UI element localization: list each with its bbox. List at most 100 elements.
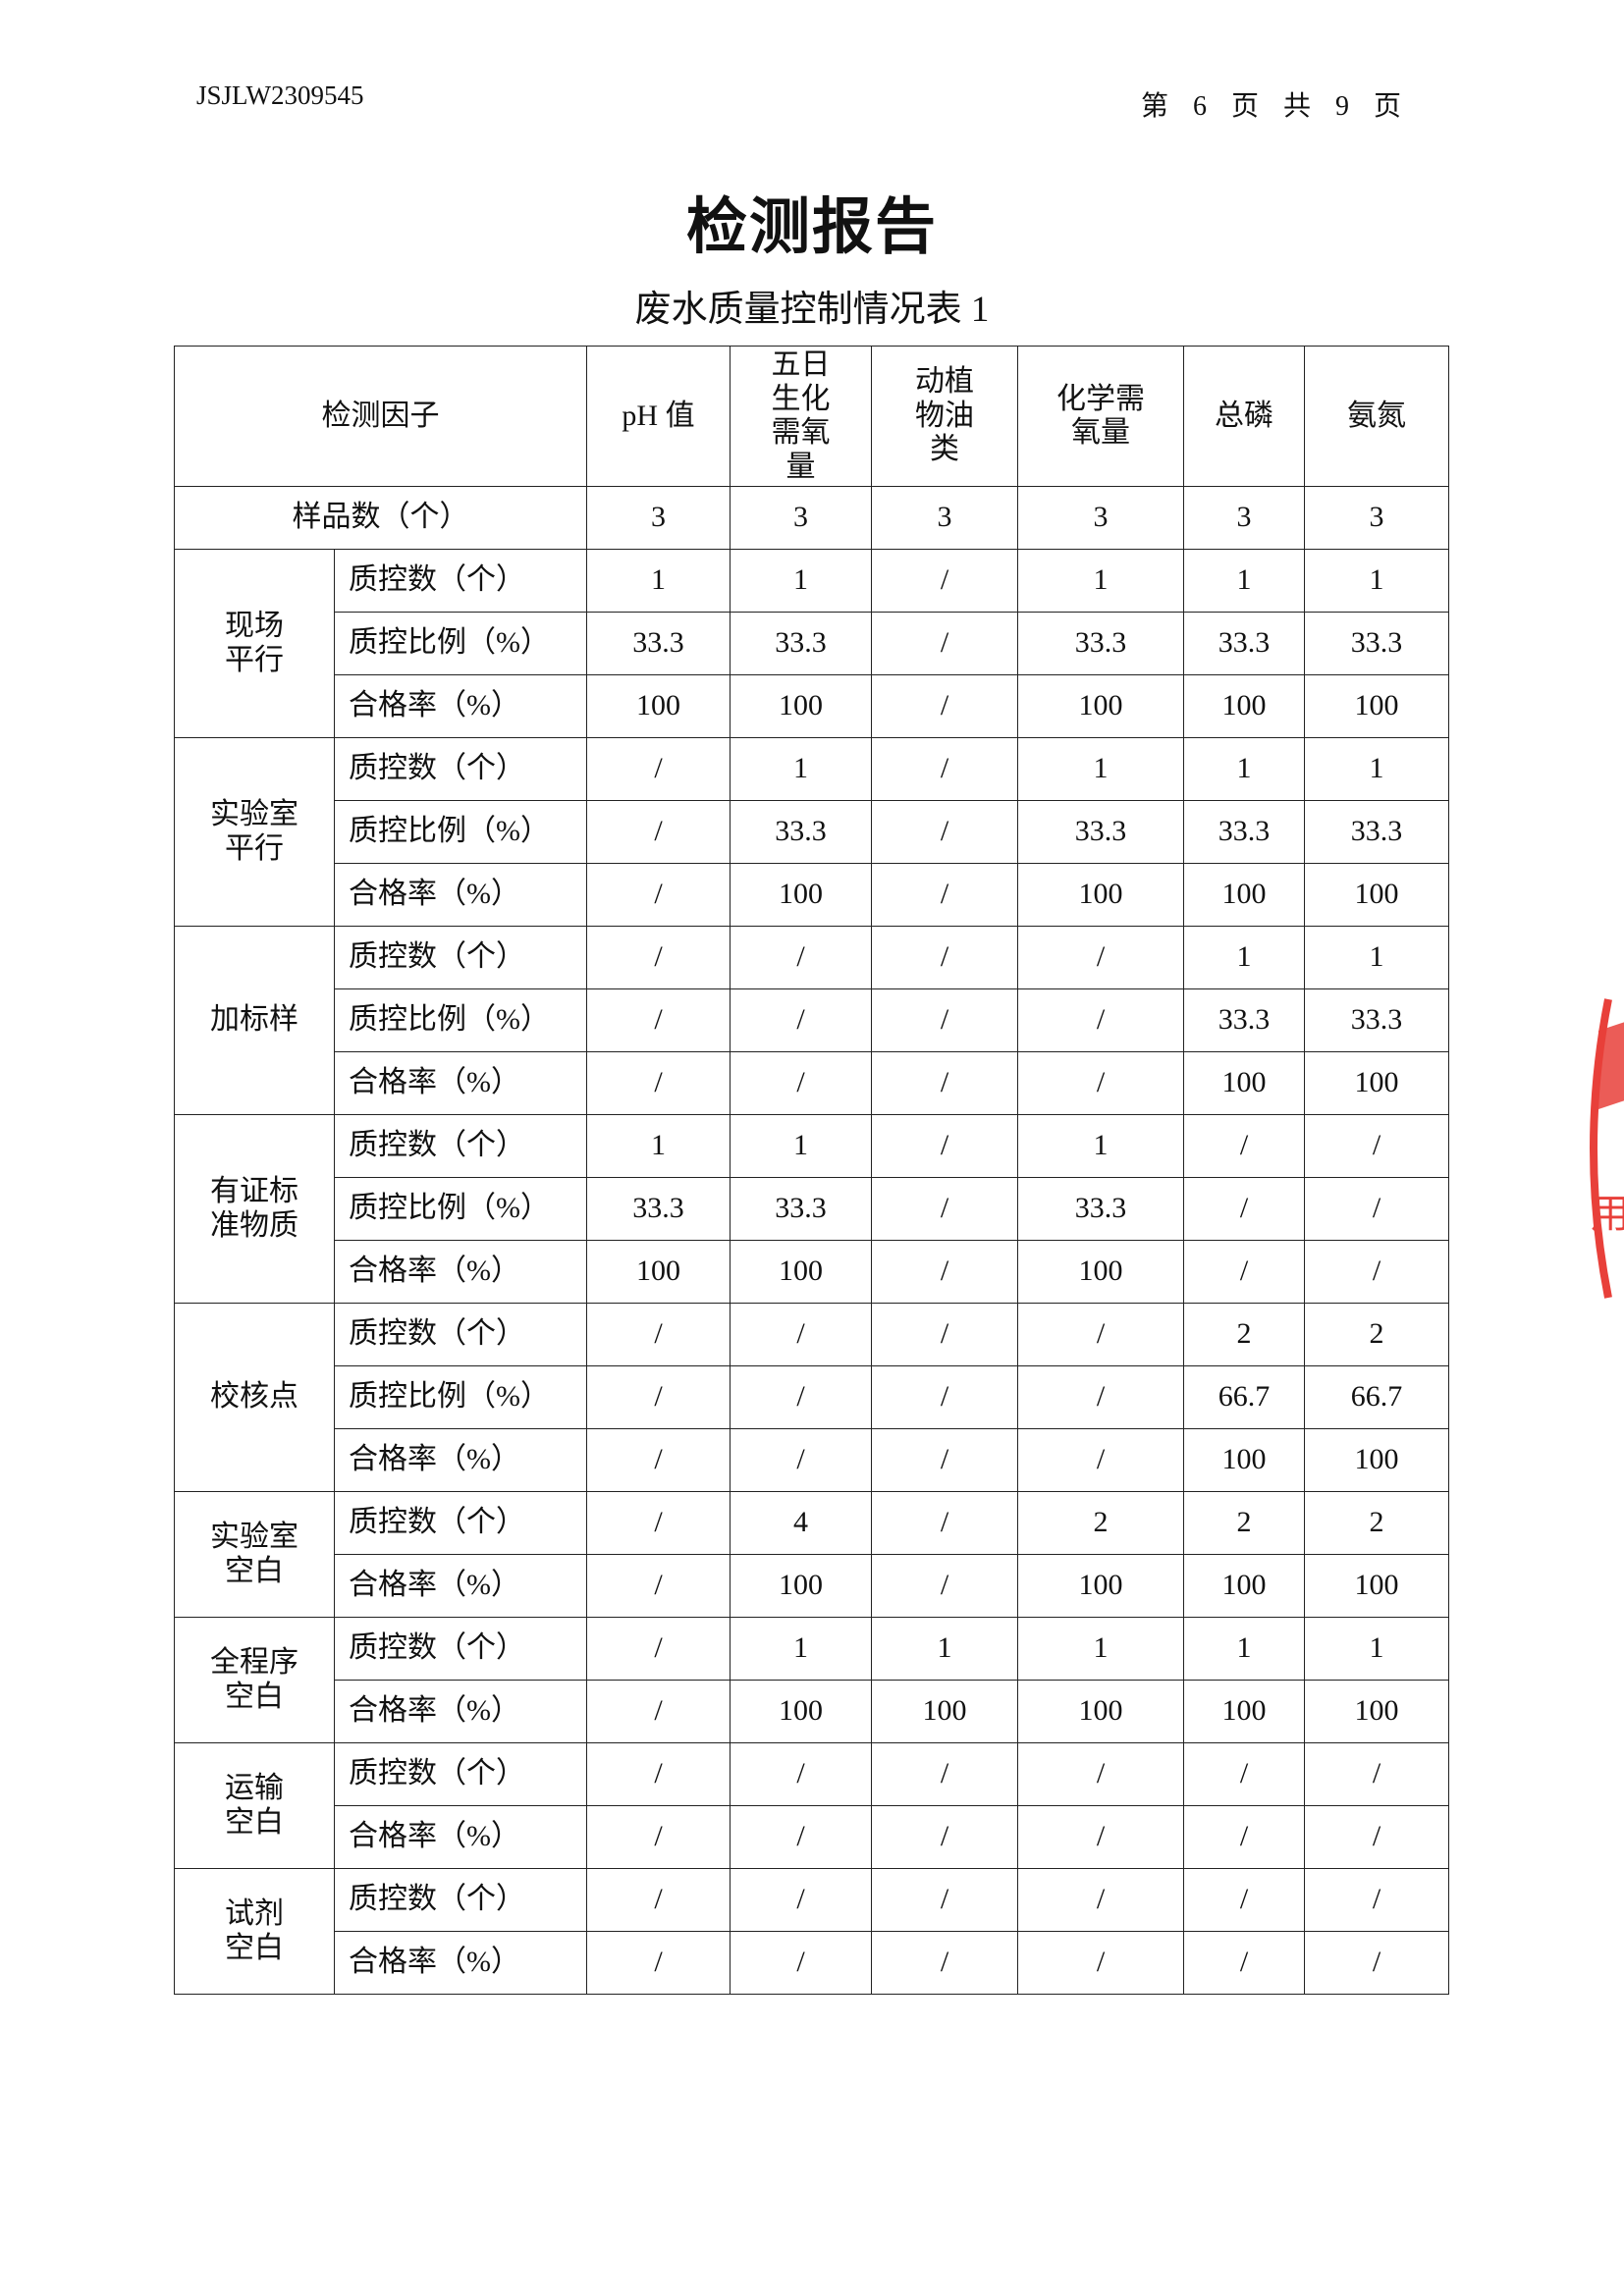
cell: / <box>1304 1177 1449 1241</box>
table-row: 合格率（%） 100 100/100 100 100 <box>175 674 1449 738</box>
cell: 100 <box>1304 1051 1449 1115</box>
cell: 1 <box>730 737 872 801</box>
cell: 1 <box>586 549 731 613</box>
row-label: 合格率（%） <box>334 1428 587 1492</box>
cell: / <box>586 1051 731 1115</box>
official-stamp: 用 <box>1589 991 1624 1306</box>
table-row: 校核点 质控数（个） / / //2 2 <box>174 1303 1449 1492</box>
cell: / <box>1017 1868 1184 1932</box>
corner-header: 检测因子 <box>174 346 587 487</box>
cell: 100 <box>1183 1428 1305 1492</box>
group-label: 有证标 准物质 <box>174 1114 335 1304</box>
cell: / <box>1304 1742 1449 1806</box>
cell: 1 <box>730 549 872 613</box>
row-label: 合格率（%） <box>334 1240 587 1304</box>
cell: 100 <box>1304 1554 1449 1618</box>
cell: / <box>871 1365 1018 1429</box>
cell: / <box>1017 1365 1184 1429</box>
cell: 33.3 <box>586 612 731 675</box>
row-label: 质控数（个） <box>334 926 587 989</box>
cell: 66.7 <box>1183 1365 1305 1429</box>
row-label: 质控数（个） <box>334 1114 587 1178</box>
cell: / <box>1017 1742 1184 1806</box>
table-row: 试剂 空白 质控数（个） / / / / / / <box>174 1868 1449 1995</box>
column-header: 化学需 氧量 <box>1017 346 1184 487</box>
cell: 1 <box>1304 549 1449 613</box>
cell: 33.3 <box>730 612 872 675</box>
cell: 1 <box>1017 1617 1184 1681</box>
cell: / <box>1304 1931 1449 1995</box>
cell: / <box>871 737 1018 801</box>
cell: 100 <box>1304 863 1449 927</box>
cell: / <box>871 1805 1018 1869</box>
row-label: 合格率（%） <box>334 1680 587 1743</box>
cell: / <box>730 1365 872 1429</box>
cell: / <box>1183 1805 1305 1869</box>
cell: / <box>586 1365 731 1429</box>
header-row: 检测因子 pH 值五日 生化 需氧 量动植 物油 类化学需 氧量 总磷 氨氮 <box>174 346 1449 487</box>
cell: / <box>730 1051 872 1115</box>
cell: 33.3 <box>1304 612 1449 675</box>
cell: / <box>1304 1868 1449 1932</box>
cell: 1 <box>1017 737 1184 801</box>
table-row: 现场 平行 质控数（个） 1 1/1 1 1 <box>174 549 1449 738</box>
cell: 1 <box>1183 549 1305 613</box>
cell: / <box>730 1742 872 1806</box>
column-header: 总磷 <box>1183 346 1305 487</box>
cell: 1 <box>1183 926 1305 989</box>
cell: 100 <box>1304 1428 1449 1492</box>
table-row: 实验室 平行 质控数（个）/1/1 1 1 <box>174 737 1449 927</box>
cell: / <box>1304 1240 1449 1304</box>
cell: / <box>730 926 872 989</box>
table-row: 运输 空白 质控数（个） / / / / / / <box>174 1742 1449 1869</box>
cell: / <box>730 1931 872 1995</box>
cell: / <box>586 800 731 864</box>
row-label: 质控数（个） <box>334 1868 587 1932</box>
table-row: 合格率（%）/100/100 100 100 <box>175 1554 1449 1618</box>
cell: / <box>586 1805 731 1869</box>
qc-table: 检测因子 pH 值五日 生化 需氧 量动植 物油 类化学需 氧量 总磷 氨氮 样品数（个… <box>174 346 1449 1995</box>
column-header: 氨氮 <box>1304 346 1449 487</box>
row-label: 质控数（个） <box>334 1491 587 1555</box>
cell: / <box>586 1617 731 1681</box>
cell: 100 <box>1304 674 1449 738</box>
table-row: 有证标 准物质 质控数（个） 1 1/1// <box>174 1114 1449 1304</box>
cell: / <box>586 737 731 801</box>
cell: 3 <box>730 486 872 550</box>
cell: 100 <box>1183 1051 1305 1115</box>
cell: 100 <box>1183 1554 1305 1618</box>
cell: 3 <box>586 486 731 550</box>
cell: 3 <box>871 486 1018 550</box>
cell: / <box>586 1868 731 1932</box>
cell: / <box>1183 1114 1305 1178</box>
cell: / <box>730 1303 872 1366</box>
cell: / <box>586 1680 731 1743</box>
page-indicator: 第 6 页 共 9 页 <box>1140 91 1410 122</box>
cell: / <box>1183 1742 1305 1806</box>
cell: 100 <box>1017 1240 1184 1304</box>
table-row: 质控比例（%）/33.3/33.3 33.3 33.3 <box>175 800 1449 864</box>
cell: 100 <box>730 863 872 927</box>
cell: 33.3 <box>1017 612 1184 675</box>
column-header: pH 值 <box>586 346 731 487</box>
row-label: 质控比例（%） <box>334 800 587 864</box>
cell: 1 <box>1304 926 1449 989</box>
cell: 1 <box>730 1617 872 1681</box>
column-header: 五日 生化 需氧 量 <box>730 346 872 487</box>
row-label: 样品数（个） <box>174 486 587 550</box>
table-row: 合格率（%） 100 100/100// <box>175 1240 1449 1304</box>
row-label: 质控数（个） <box>334 549 587 613</box>
row-label: 质控数（个） <box>334 1742 587 1806</box>
group-label: 运输 空白 <box>174 1742 335 1869</box>
cell: / <box>871 1177 1018 1241</box>
cell: / <box>586 988 731 1052</box>
svg-text:用: 用 <box>1591 1192 1624 1237</box>
cell: 3 <box>1304 486 1449 550</box>
cell: / <box>586 1554 731 1618</box>
cell: / <box>586 1428 731 1492</box>
row-label: 质控比例（%） <box>334 988 587 1052</box>
cell: / <box>1183 1240 1305 1304</box>
row-label: 质控比例（%） <box>334 1177 587 1241</box>
cell: / <box>871 1554 1018 1618</box>
cell: 1 <box>1304 737 1449 801</box>
